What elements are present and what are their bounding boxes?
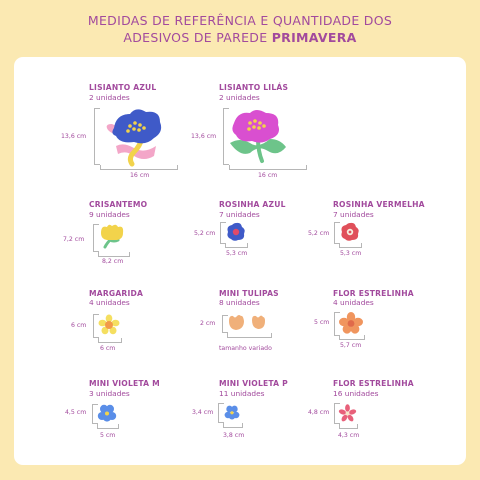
item-height: 7,2 cm [63, 236, 85, 243]
item-width: tamanho variado [219, 345, 272, 352]
lilac-lisianthus-icon [230, 110, 286, 163]
width-bracket [223, 423, 243, 428]
height-bracket [223, 108, 229, 165]
width-bracket [97, 424, 119, 429]
item-name: CRISANTEMO [89, 200, 148, 209]
item-name: LISIANTO LILÁS [219, 83, 289, 92]
item-count: 11 unidades [219, 389, 265, 398]
height-bracket [93, 314, 99, 338]
item-name: ROSINHA VERMELHA [333, 200, 425, 209]
item-width: 4,3 cm [338, 432, 360, 439]
width-bracket [100, 165, 178, 170]
width-bracket [98, 338, 122, 343]
item-width: 16 cm [130, 172, 150, 179]
width-bracket [225, 243, 248, 248]
item-name: MINI VIOLETA P [219, 379, 288, 388]
item-count: 4 unidades [89, 298, 130, 307]
item-height: 5 cm [314, 319, 330, 326]
item-count: 2 unidades [219, 93, 260, 102]
item-height: 4,8 cm [308, 409, 330, 416]
item-width: 5,7 cm [340, 342, 362, 349]
width-bracket [339, 335, 365, 340]
item-width: 5,3 cm [226, 250, 248, 257]
item-height: 13,6 cm [191, 133, 217, 140]
width-bracket [229, 165, 307, 170]
height-bracket [222, 315, 228, 333]
title-highlight: PRIMAVERA [271, 30, 357, 45]
item-count: 7 unidades [219, 210, 260, 219]
item-height: 13,6 cm [61, 133, 87, 140]
height-bracket [93, 224, 99, 252]
item-name: ROSINHA AZUL [219, 200, 286, 209]
daisy-icon [98, 314, 120, 335]
width-bracket [98, 252, 130, 257]
height-bracket [334, 222, 340, 244]
item-height: 5,2 cm [194, 230, 216, 237]
item-height: 6 cm [71, 322, 87, 329]
small-star-flower-icon [338, 404, 357, 422]
item-count: 9 unidades [89, 210, 130, 219]
item-name: MARGARIDA [89, 289, 144, 298]
item-count: 7 unidades [333, 210, 374, 219]
page-title: MEDIDAS DE REFERÊNCIA E QUANTIDADE DOS A… [0, 12, 480, 46]
width-bracket [227, 333, 272, 338]
mini-tulips-icon [229, 315, 265, 330]
item-count: 2 unidades [89, 93, 130, 102]
item-height: 4,5 cm [65, 409, 87, 416]
height-bracket [92, 404, 98, 424]
violet-m-icon [97, 404, 117, 422]
item-width: 5 cm [100, 432, 116, 439]
item-height: 5,2 cm [308, 230, 330, 237]
title-line-1: MEDIDAS DE REFERÊNCIA E QUANTIDADE DOS [87, 13, 393, 28]
item-height: 3,4 cm [192, 409, 214, 416]
item-width: 6 cm [100, 345, 116, 352]
item-width: 5,3 cm [340, 250, 362, 257]
sticker-panel: LISIANTO AZUL 2 unidades 13,6 cm 16 cm L… [14, 57, 466, 465]
height-bracket [334, 312, 340, 336]
blue-lisianthus-icon [106, 109, 162, 167]
item-name: MINI VIOLETA M [89, 379, 160, 388]
item-count: 8 unidades [219, 298, 260, 307]
violet-p-icon [224, 405, 240, 420]
item-name: LISIANTO AZUL [89, 83, 157, 92]
star-flower-icon [339, 312, 363, 334]
yellow-chrysanthemum-icon [101, 224, 124, 249]
height-bracket [94, 108, 100, 165]
item-count: 16 unidades [333, 389, 379, 398]
title-line-2: ADESIVOS DE PAREDE PRIMAVERA [0, 29, 480, 46]
item-name: MINI TULIPAS [219, 289, 279, 298]
height-bracket [220, 222, 226, 244]
item-width: 16 cm [258, 172, 278, 179]
item-count: 3 unidades [89, 389, 130, 398]
item-name: FLOR ESTRELINHA [333, 379, 414, 388]
red-rose-icon [341, 222, 359, 241]
width-bracket [339, 243, 362, 248]
item-width: 3,8 cm [223, 432, 245, 439]
item-name: FLOR ESTRELINHA [333, 289, 414, 298]
height-bracket [218, 403, 224, 423]
title-line-2-prefix: ADESIVOS DE PAREDE [123, 30, 272, 45]
height-bracket [334, 403, 340, 424]
width-bracket [339, 424, 358, 429]
blue-rose-icon [227, 222, 245, 241]
item-count: 4 unidades [333, 298, 374, 307]
item-height: 2 cm [200, 320, 216, 327]
item-width: 8,2 cm [102, 258, 124, 265]
